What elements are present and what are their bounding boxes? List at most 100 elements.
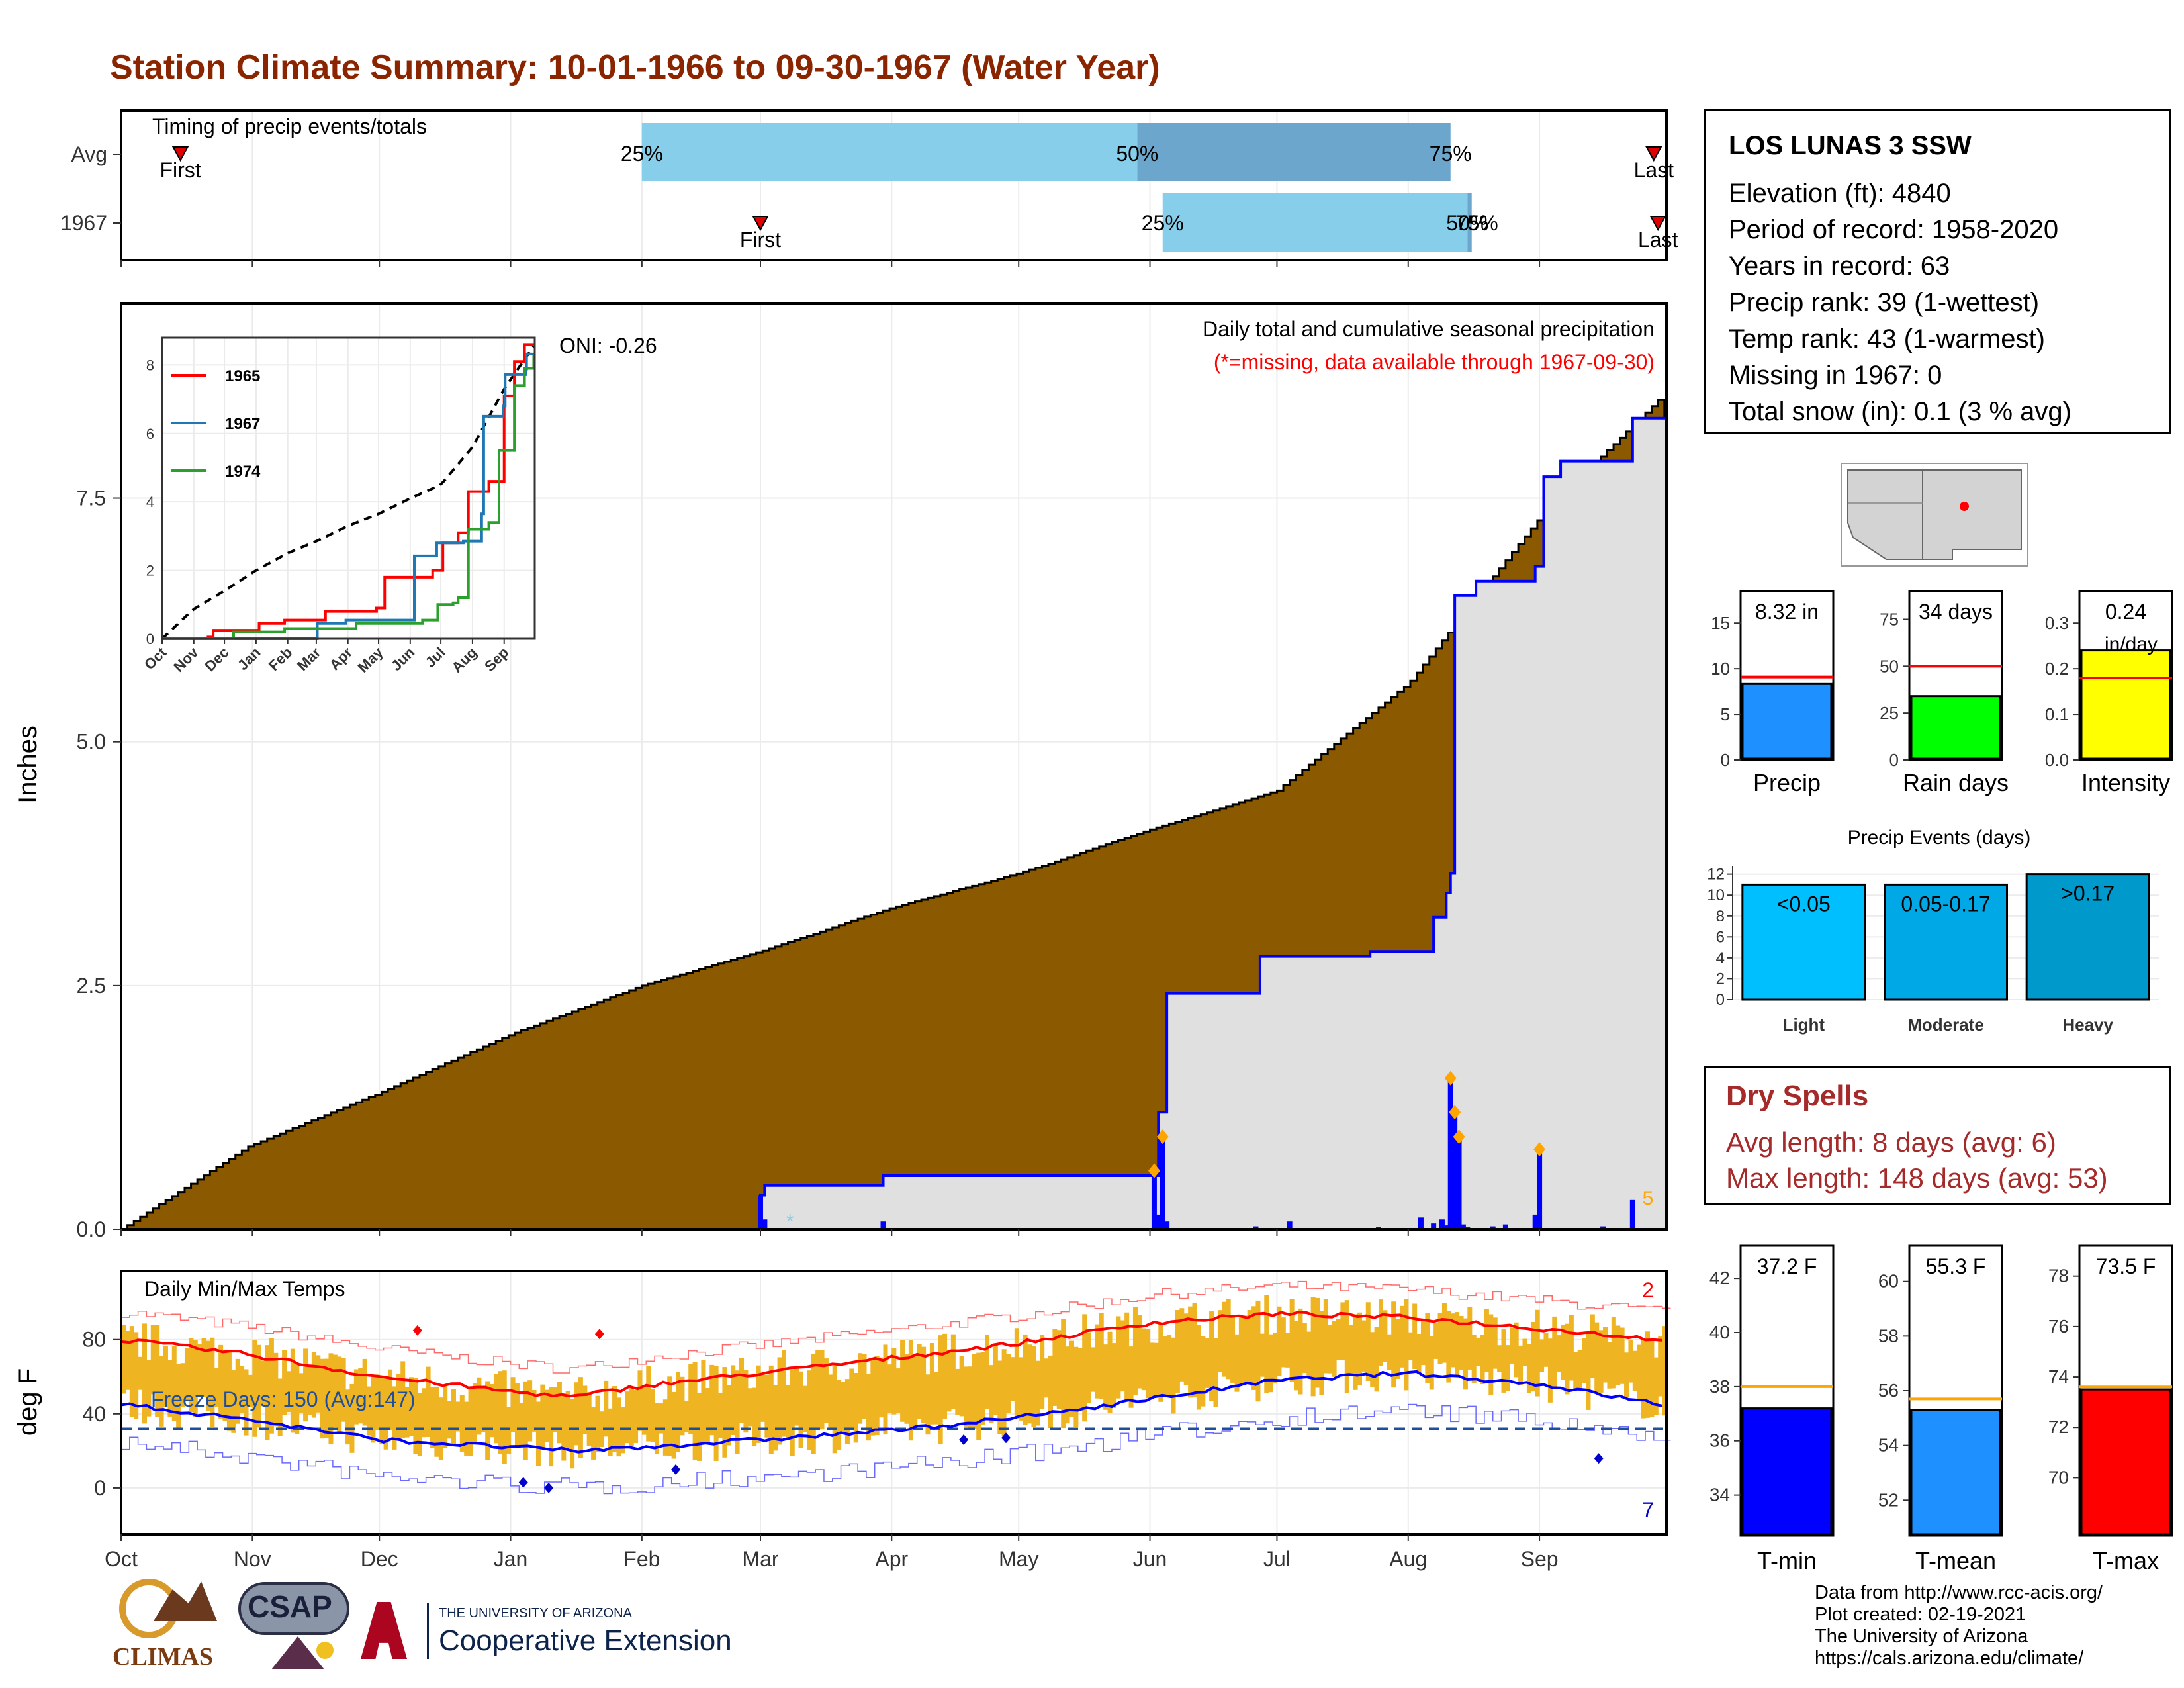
timing-row-label: 1967 [60, 211, 107, 235]
daily-temp-bar [146, 1360, 152, 1417]
credit-line: Plot created: 02-19-2021 [1815, 1604, 2026, 1625]
daily-temp-bar [950, 1334, 956, 1409]
daily-temp-bar [1116, 1316, 1121, 1399]
daily-temp-bar [1497, 1345, 1502, 1372]
daily-temp-bar [367, 1386, 372, 1436]
temp-summary-1-value-label: 55.3 F [1926, 1254, 1986, 1278]
daily-temp-bar [121, 1325, 126, 1394]
daily-temp-bar [1179, 1308, 1185, 1382]
daily-temp-bar [1167, 1335, 1172, 1395]
daily-temp-bar [1230, 1315, 1236, 1383]
daily-temp-bar [1259, 1333, 1265, 1377]
daily-temp-bar [1082, 1314, 1087, 1422]
daily-temp-bar [324, 1358, 330, 1438]
daily-temp-bar [1569, 1315, 1574, 1381]
daily-temp-bar [455, 1401, 461, 1432]
daily-temp-bar [1175, 1310, 1180, 1393]
daily-temp-bar [862, 1354, 867, 1419]
daily-temp-bar [557, 1382, 562, 1444]
credit-line: https://cals.arizona.edu/climate/ [1815, 1648, 2084, 1669]
daily-temp-bar [1645, 1331, 1651, 1418]
record-low-marker-icon [1594, 1453, 1604, 1464]
timing-avg-bar-q2 [1137, 123, 1451, 181]
daily-temp-bar [773, 1385, 778, 1451]
daily-temp-bar [582, 1385, 588, 1434]
station-info-line: Period of record: 1958-2020 [1729, 215, 2059, 244]
daily-temp-bar [540, 1384, 545, 1449]
dry-spells-box: Dry Spells Avg length: 8 days (avg: 6) M… [1704, 1066, 2171, 1205]
daily-temp-bar [1518, 1345, 1524, 1385]
precip-summary-1-category-label: Rain days [1903, 769, 2009, 796]
daily-temp-bar [1065, 1346, 1070, 1424]
daily-temp-bar [371, 1377, 376, 1443]
daily-temp-bar [1086, 1332, 1091, 1403]
record-low-marker-icon [544, 1482, 554, 1493]
daily-temp-bar [353, 1369, 359, 1425]
temp-y-tick-label: 40 [82, 1402, 106, 1426]
daily-temp-bar [502, 1370, 507, 1464]
daily-temp-bar [1238, 1317, 1244, 1385]
daily-temp-bar [138, 1356, 143, 1390]
daily-temp-bar [853, 1372, 858, 1443]
precip-corner-count: 5 [1643, 1188, 1654, 1209]
large-event-marker-icon [1444, 1070, 1457, 1086]
daily-temp-bar [1535, 1309, 1540, 1397]
inset-legend-label: 1974 [225, 463, 261, 481]
daily-temp-bar [295, 1364, 300, 1434]
page-title: Station Climate Summary: 10-01-1966 to 0… [110, 48, 1160, 87]
daily-temp-bar [341, 1358, 346, 1422]
daily-temp-bar [985, 1335, 990, 1409]
daily-temp-bar [1395, 1319, 1400, 1379]
timing-avg-first-marker-icon [171, 146, 189, 162]
daily-temp-bar [159, 1356, 164, 1427]
daily-temp-bar [1052, 1329, 1058, 1406]
daily-temp-bar [277, 1378, 283, 1436]
large-event-marker-icon [1148, 1163, 1160, 1178]
daily-temp-bar [1120, 1320, 1125, 1392]
avg-max-temp-line [120, 1311, 1662, 1398]
daily-temp-bar [1205, 1338, 1210, 1388]
daily-temp-bar [900, 1340, 905, 1422]
daily-temp-bar [1450, 1313, 1455, 1368]
station-name: LOS LUNAS 3 SSW [1729, 131, 1972, 160]
daily-temp-bar [1209, 1311, 1214, 1402]
daily-temp-bar [790, 1369, 795, 1456]
daily-temp-bar [794, 1367, 799, 1426]
precip-summary-1-y-tick-label: 0 [1889, 750, 1899, 770]
precip-y-tick-label: 2.5 [77, 974, 106, 998]
record-low-count: 7 [1642, 1498, 1654, 1522]
daily-temp-bar [214, 1368, 219, 1407]
daily-temp-bar [802, 1385, 807, 1432]
daily-temp-bar [316, 1355, 321, 1413]
daily-temp-bar [993, 1343, 998, 1415]
daily-temp-bar [443, 1385, 448, 1448]
daily-temp-bar [874, 1356, 880, 1436]
daily-temp-bar [908, 1340, 913, 1441]
timing-1967-first-label: First [740, 228, 781, 252]
temp-summary-0-value-bar [1741, 1407, 1833, 1536]
daily-temp-bar [1234, 1334, 1240, 1392]
precip-summary-0-y-tick-label: 5 [1721, 704, 1730, 724]
temp-y-tick-label: 80 [82, 1328, 106, 1352]
temp-frame [120, 1270, 1668, 1536]
temp-summary-1-value-bar [1910, 1409, 2001, 1536]
temp-y-axis-label: deg F [13, 1368, 42, 1436]
daily-temp-bar [222, 1349, 228, 1421]
daily-temp-bar [1484, 1308, 1489, 1372]
daily-temp-bar [1281, 1317, 1286, 1368]
daily-temp-bar [1023, 1334, 1028, 1425]
map-newmexico-shape [1922, 469, 2022, 560]
daily-temp-bar [1319, 1310, 1324, 1395]
daily-temp-bar [1420, 1320, 1426, 1366]
daily-temp-bar [1412, 1303, 1418, 1370]
daily-temp-bar [1344, 1300, 1349, 1393]
timing-title: Timing of precip events/totals [152, 115, 427, 138]
timing-avg-pct-label: 75% [1430, 142, 1472, 165]
daily-temp-bar [1107, 1331, 1113, 1414]
daily-temp-bar [155, 1325, 160, 1417]
daily-precip-bar [1439, 1219, 1445, 1229]
daily-temp-bar [586, 1392, 592, 1446]
daily-temp-bar [646, 1366, 651, 1442]
precip-summary-2-category-label: Intensity [2081, 769, 2170, 796]
daily-temp-bar [858, 1353, 863, 1424]
